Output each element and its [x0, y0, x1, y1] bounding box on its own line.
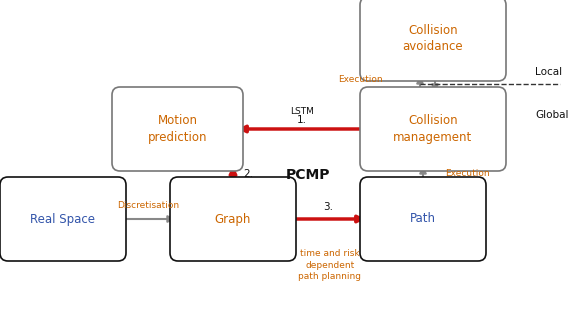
- Text: Collision
management: Collision management: [394, 115, 473, 143]
- FancyBboxPatch shape: [112, 87, 243, 171]
- Text: Execution: Execution: [338, 75, 382, 84]
- Text: PCMP: PCMP: [286, 168, 330, 182]
- Text: Graph: Graph: [215, 212, 251, 226]
- FancyBboxPatch shape: [0, 177, 126, 261]
- Text: Local: Local: [535, 67, 562, 77]
- Text: LSTM: LSTM: [290, 108, 314, 116]
- FancyBboxPatch shape: [360, 177, 486, 261]
- Text: Global: Global: [535, 110, 568, 120]
- FancyBboxPatch shape: [170, 177, 296, 261]
- Text: Real Space: Real Space: [31, 212, 95, 226]
- Text: Collision
avoidance: Collision avoidance: [403, 25, 463, 53]
- Text: 1.: 1.: [297, 115, 307, 125]
- Text: Path: Path: [410, 212, 436, 226]
- FancyBboxPatch shape: [360, 87, 506, 171]
- Text: time and risk
dependent
path planning: time and risk dependent path planning: [299, 249, 361, 281]
- FancyBboxPatch shape: [360, 0, 506, 81]
- Text: Discretisation: Discretisation: [117, 202, 179, 211]
- Text: Execution: Execution: [445, 170, 490, 179]
- Text: Motion
prediction: Motion prediction: [148, 115, 207, 143]
- Text: 2.: 2.: [243, 169, 253, 179]
- Text: 3.: 3.: [323, 202, 333, 212]
